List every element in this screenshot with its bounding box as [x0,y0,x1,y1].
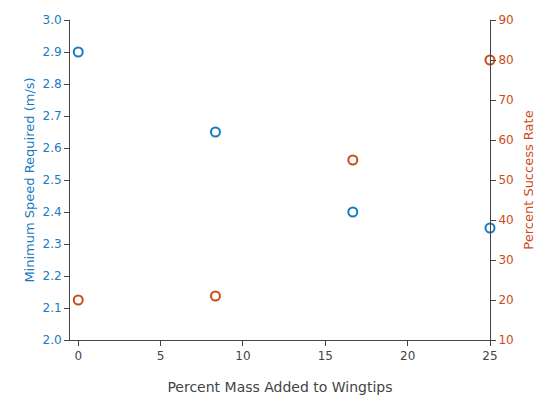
svg-text:2.4: 2.4 [43,205,62,219]
svg-text:Percent Success Rate: Percent Success Rate [521,110,536,249]
svg-text:2.1: 2.1 [43,301,62,315]
svg-text:2.2: 2.2 [43,269,62,283]
svg-text:2.0: 2.0 [43,333,62,347]
svg-text:2.8: 2.8 [43,77,62,91]
svg-text:60: 60 [498,133,513,147]
svg-text:2.5: 2.5 [43,173,62,187]
svg-text:3.0: 3.0 [43,13,62,27]
svg-text:80: 80 [498,53,513,67]
svg-text:25: 25 [482,349,497,363]
svg-text:90: 90 [498,13,513,27]
svg-text:20: 20 [498,293,513,307]
svg-text:2.7: 2.7 [43,109,62,123]
svg-text:5: 5 [157,349,165,363]
svg-text:2.9: 2.9 [43,45,62,59]
svg-text:0: 0 [74,349,82,363]
svg-text:30: 30 [498,253,513,267]
svg-text:20: 20 [400,349,415,363]
svg-text:Percent Mass Added to Wingtips: Percent Mass Added to Wingtips [167,379,392,395]
svg-text:70: 70 [498,93,513,107]
svg-text:10: 10 [498,333,513,347]
svg-text:15: 15 [318,349,333,363]
svg-text:Minimum Speed Required (m/s): Minimum Speed Required (m/s) [22,77,37,282]
svg-text:2.3: 2.3 [43,237,62,251]
svg-text:40: 40 [498,213,513,227]
svg-text:50: 50 [498,173,513,187]
svg-text:2.6: 2.6 [43,141,62,155]
svg-text:10: 10 [235,349,250,363]
